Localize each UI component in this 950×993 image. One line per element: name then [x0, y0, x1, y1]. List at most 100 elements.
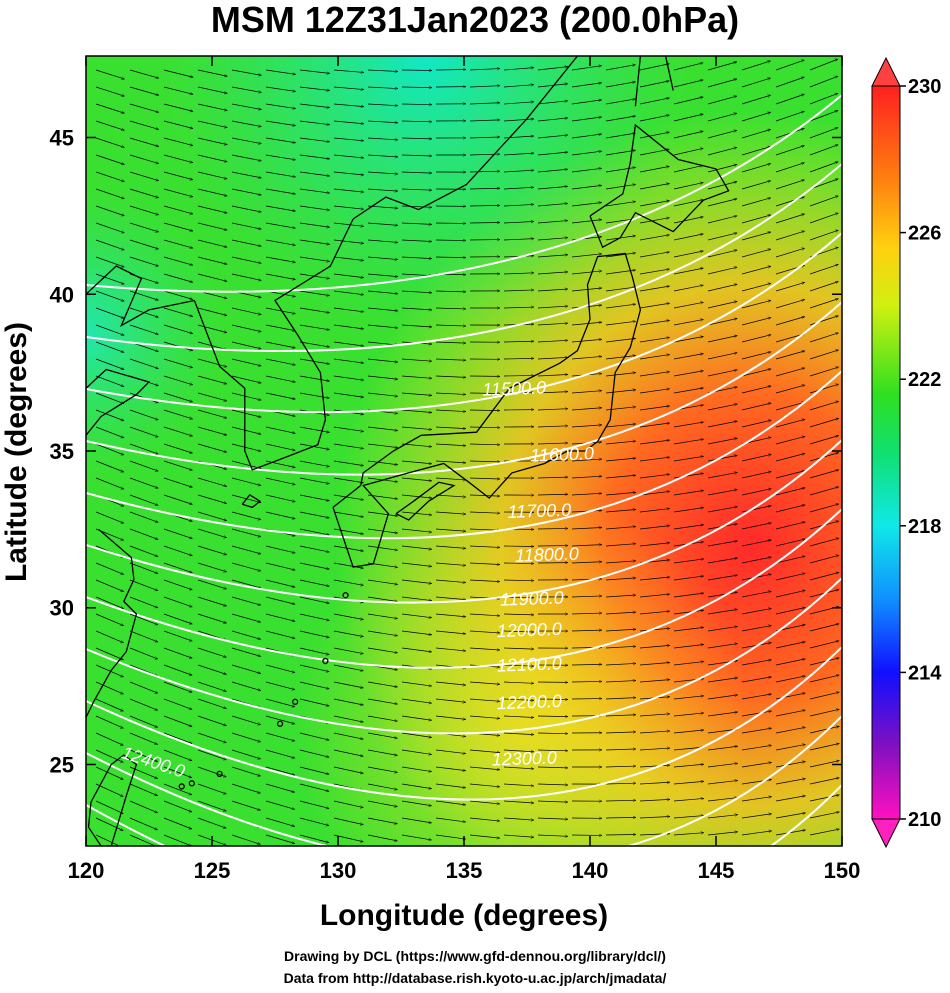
wind-vector-arrow — [707, 165, 737, 173]
wind-vector-arrow — [129, 494, 158, 505]
wind-vector-arrow — [299, 137, 330, 142]
wind-vector-arrow — [707, 472, 737, 479]
wind-vector-arrow — [707, 336, 737, 343]
wind-vector-arrow — [741, 369, 771, 377]
wind-vector-arrow — [231, 460, 261, 468]
lat-tick-label: 25 — [50, 752, 74, 777]
wind-vector-arrow — [673, 576, 704, 581]
wind-vector-arrow — [775, 796, 806, 802]
wind-vector-arrow — [503, 682, 534, 683]
wind-vector-arrow — [95, 664, 124, 678]
wind-vector-arrow — [333, 579, 364, 585]
wind-vector-arrow — [95, 324, 124, 335]
colorbar-tick-label: 210 — [908, 809, 941, 831]
wind-vector-arrow — [163, 103, 193, 111]
wind-vector-arrow — [707, 541, 738, 547]
wind-vector-arrow — [95, 749, 123, 763]
wind-vector-arrow — [163, 273, 193, 282]
wind-vector-arrow — [163, 239, 193, 248]
wind-vector-arrow — [469, 766, 500, 770]
wind-vector-arrow — [231, 477, 261, 486]
wind-vector-arrow — [367, 834, 397, 841]
wind-vector-arrow — [435, 834, 466, 839]
wind-vector-arrow — [333, 154, 364, 158]
wind-vector-arrow — [95, 69, 125, 79]
wind-vector-arrow — [775, 351, 805, 360]
wind-vector-arrow — [707, 780, 738, 785]
wind-vector-arrow — [809, 316, 839, 326]
wind-vector-arrow — [95, 783, 123, 797]
wind-vector-arrow — [503, 648, 534, 649]
wind-vector-arrow — [367, 120, 398, 123]
wind-vector-arrow — [367, 137, 398, 140]
wind-vector-arrow — [95, 409, 124, 421]
wind-vector-arrow — [639, 423, 670, 428]
wind-vector-arrow — [707, 746, 738, 751]
wind-vector-arrow — [503, 204, 534, 207]
wind-vector-arrow — [537, 272, 568, 275]
wind-vector-arrow — [605, 424, 636, 428]
wind-vector-arrow — [809, 504, 839, 513]
island-outline — [188, 780, 195, 787]
wind-vector-arrow — [129, 69, 159, 78]
wind-vector-arrow — [231, 783, 261, 793]
wind-vector-arrow — [163, 392, 193, 402]
wind-vector-arrow — [605, 99, 636, 105]
wind-vector-arrow — [809, 795, 839, 802]
wind-vector-arrow — [163, 477, 193, 487]
wind-vector-arrow — [775, 402, 805, 411]
wind-vector-arrow — [299, 766, 329, 774]
wind-vector-arrow — [741, 266, 771, 275]
wind-vector-arrow — [503, 273, 534, 274]
wind-vector-arrow — [333, 715, 363, 722]
wind-vector-arrow — [673, 764, 704, 768]
wind-vector-arrow — [231, 86, 262, 92]
wind-vector-arrow — [401, 562, 432, 566]
wind-vector-arrow — [401, 613, 432, 618]
wind-vector-arrow — [95, 205, 124, 216]
wind-vector-arrow — [435, 800, 466, 805]
wind-vector-arrow — [129, 647, 158, 659]
wind-vector-arrow — [639, 714, 670, 717]
wind-vector-arrow — [605, 646, 636, 649]
wind-vector-arrow — [265, 494, 295, 502]
wind-vector-arrow — [741, 181, 771, 190]
wind-vector-arrow — [435, 749, 466, 754]
wind-vector-arrow — [435, 545, 466, 548]
wind-vector-arrow — [707, 250, 737, 258]
wind-vector-arrow — [95, 562, 124, 575]
wind-vector-arrow — [401, 783, 432, 789]
wind-vector-arrow — [367, 222, 398, 225]
wind-vector-arrow — [367, 256, 398, 260]
wind-vector-arrow — [163, 137, 193, 146]
wind-vector-arrow — [95, 222, 124, 233]
wind-vector-arrow — [197, 256, 227, 264]
lon-tick-label: 120 — [68, 858, 105, 883]
wind-vector-arrow — [469, 647, 500, 650]
wind-vector-arrow — [367, 443, 398, 448]
wind-vector-arrow — [197, 562, 227, 572]
wind-vector-arrow — [299, 800, 329, 808]
wind-vector-arrow — [537, 84, 568, 88]
wind-vector-arrow — [503, 749, 534, 752]
wind-vector-arrow — [571, 476, 602, 479]
wind-vector-arrow — [571, 356, 602, 360]
wind-vector-arrow — [571, 562, 602, 563]
wind-vector-arrow — [605, 287, 636, 292]
wind-vector-arrow — [639, 509, 670, 513]
wind-vector-arrow — [95, 732, 123, 746]
wind-vector-arrow — [571, 493, 602, 496]
wind-vector-arrow — [299, 681, 329, 689]
wind-vector-arrow — [367, 579, 398, 584]
wind-vector-arrow — [265, 256, 296, 262]
wind-vector-arrow — [333, 375, 364, 380]
wind-vector-arrow — [95, 596, 124, 609]
wind-vector-arrow — [435, 257, 466, 258]
wind-vector-arrow — [299, 307, 330, 313]
wind-vector-arrow — [809, 572, 839, 581]
wind-vector-arrow — [367, 511, 398, 516]
wind-vector-arrow — [163, 579, 192, 590]
wind-vector-arrow — [605, 150, 636, 156]
wind-vector-arrow — [673, 610, 704, 615]
